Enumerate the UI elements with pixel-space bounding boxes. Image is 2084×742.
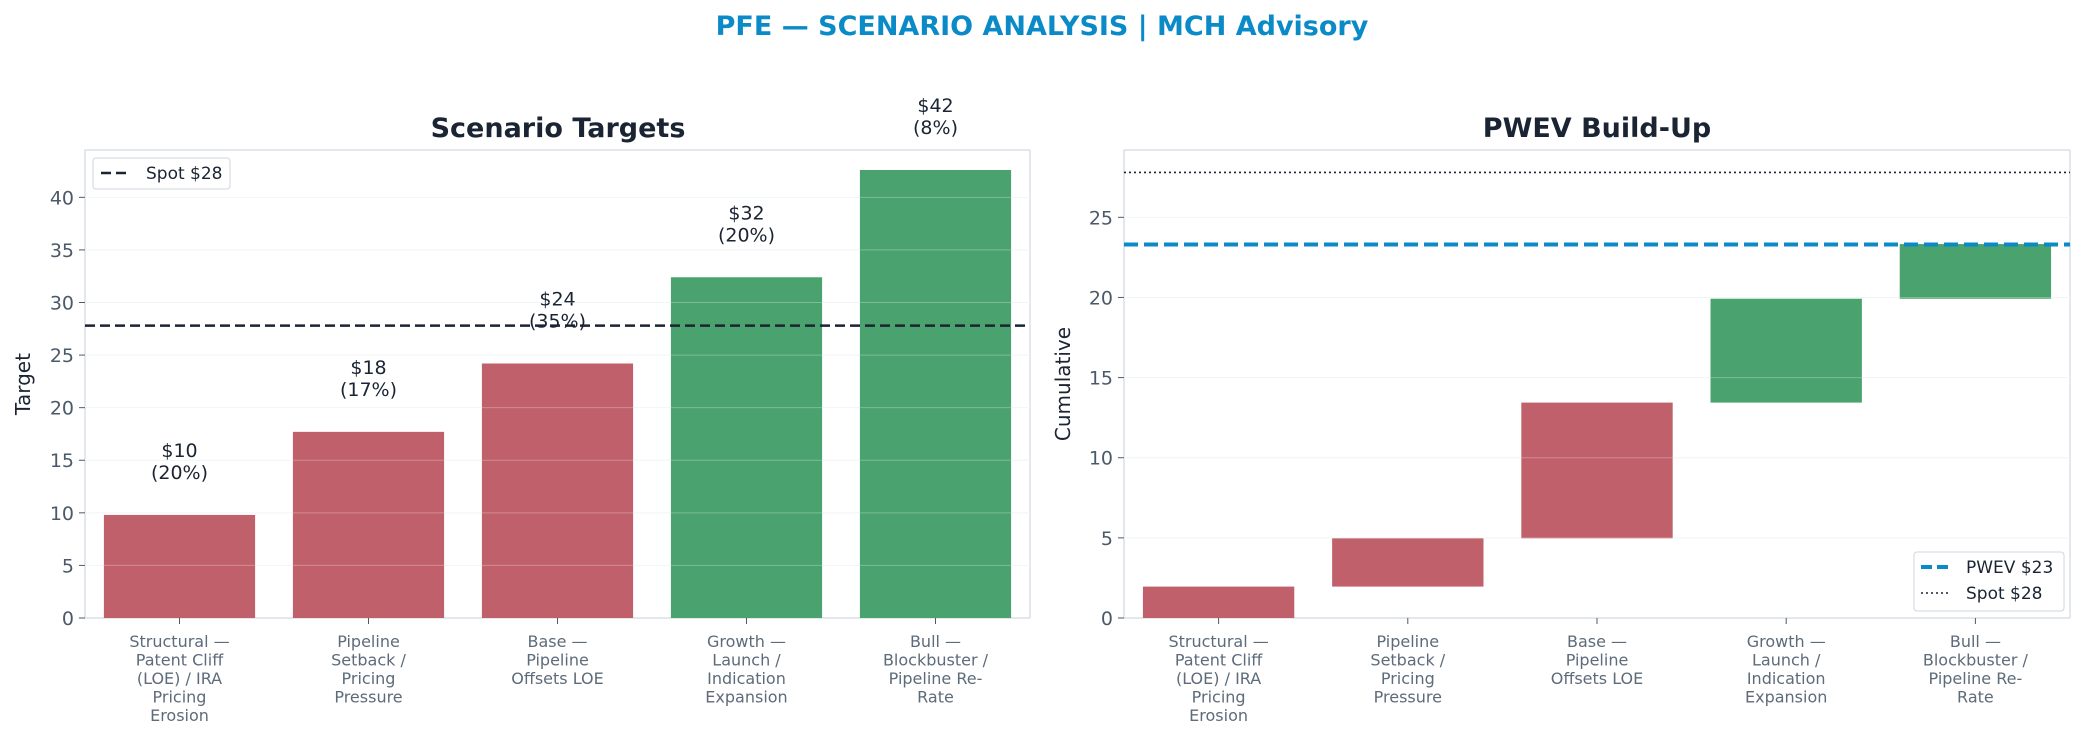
y-tick-label: 20	[1089, 287, 1113, 309]
bar-value-label: $32	[728, 202, 764, 224]
y-axis-label: Cumulative	[1051, 327, 1075, 441]
legend-box	[1913, 551, 2065, 612]
y-tick-label: 35	[50, 240, 74, 262]
x-tick-label: Bull — Blockbuster / Pipeline Re-Rate	[1923, 632, 2029, 707]
y-axis-label: Target	[11, 353, 35, 416]
x-tick-label: Structural — Patent Cliff (LOE) / IRA Prici…	[1168, 632, 1268, 725]
y-tick-label: 25	[50, 345, 74, 367]
bar-value-label: $10	[161, 440, 197, 462]
waterfall-bar	[1899, 244, 2052, 299]
x-tick-label: Base — Pipeline Offsets LOE	[1551, 632, 1644, 688]
y-tick-label: 40	[50, 187, 74, 209]
bar	[103, 514, 256, 618]
waterfall-bar	[1710, 298, 1862, 403]
x-tick-label: Growth — Launch / Indication Expansion	[1745, 632, 1827, 707]
bar-probability-label: (20%)	[718, 224, 775, 246]
legend-label-spot: Spot $28	[146, 164, 223, 184]
y-tick-label: 10	[1089, 448, 1113, 470]
bar	[859, 169, 1012, 618]
legend: Spot $28	[92, 157, 231, 190]
x-tick-label: Pipeline Setback / Pricing Pressure	[331, 632, 406, 707]
bar-value-label: $18	[350, 357, 386, 379]
x-tick-label: Bull — Blockbuster / Pipeline Re-Rate	[883, 632, 989, 707]
chart-title: Scenario Targets	[431, 113, 686, 144]
legend-label-spot: Spot $28	[1966, 584, 2043, 604]
y-tick-label: 5	[62, 555, 74, 577]
bar	[670, 277, 823, 618]
y-tick-label: 0	[1101, 608, 1113, 630]
bar-value-label: $42	[917, 95, 953, 117]
y-tick-label: 20	[50, 398, 74, 420]
bar-probability-label: (8%)	[913, 117, 958, 139]
x-tick-label: Pipeline Setback / Pricing Pressure	[1370, 632, 1445, 707]
y-tick-label: 15	[1089, 368, 1113, 390]
bar-probability-label: (35%)	[529, 310, 586, 332]
bar-probability-label: (20%)	[151, 462, 208, 484]
y-tick-label: 0	[62, 608, 74, 630]
y-tick-label: 25	[1089, 207, 1113, 229]
chart-title: PWEV Build-Up	[1483, 113, 1711, 144]
x-tick-label: Growth — Launch / Indication Expansion	[705, 632, 787, 707]
waterfall-bar	[1332, 538, 1484, 587]
y-tick-label: 5	[1101, 528, 1113, 550]
x-tick-label: Base — Pipeline Offsets LOE	[511, 632, 604, 688]
y-tick-label: 15	[50, 450, 74, 472]
legend-label-pwev: PWEV $23	[1966, 558, 2053, 578]
figure-title: PFE — SCENARIO ANALYSIS | MCH Advisory	[716, 11, 1369, 42]
bar-value-label: $24	[539, 288, 575, 310]
y-tick-label: 10	[50, 503, 74, 525]
x-tick-label: Structural — Patent Cliff (LOE) / IRA Prici…	[129, 632, 229, 725]
bar-probability-label: (17%)	[340, 379, 397, 401]
bar	[292, 431, 445, 618]
legend: PWEV $23 Spot $28	[1913, 551, 2065, 612]
y-tick-label: 30	[50, 292, 74, 314]
pwev-buildup-chart: PWEV Build-Up Cumulative 0 5 10 15 20 25 Struc…	[1051, 113, 2071, 725]
legend-box	[92, 157, 231, 190]
waterfall-bar	[1142, 586, 1295, 618]
scenario-targets-chart: Scenario Targets Target 0 5 10 15 20 25 30 35 40…	[11, 95, 1031, 725]
bar	[481, 363, 634, 618]
waterfall-bar	[1521, 402, 1673, 539]
plot-frame	[1123, 149, 2071, 619]
